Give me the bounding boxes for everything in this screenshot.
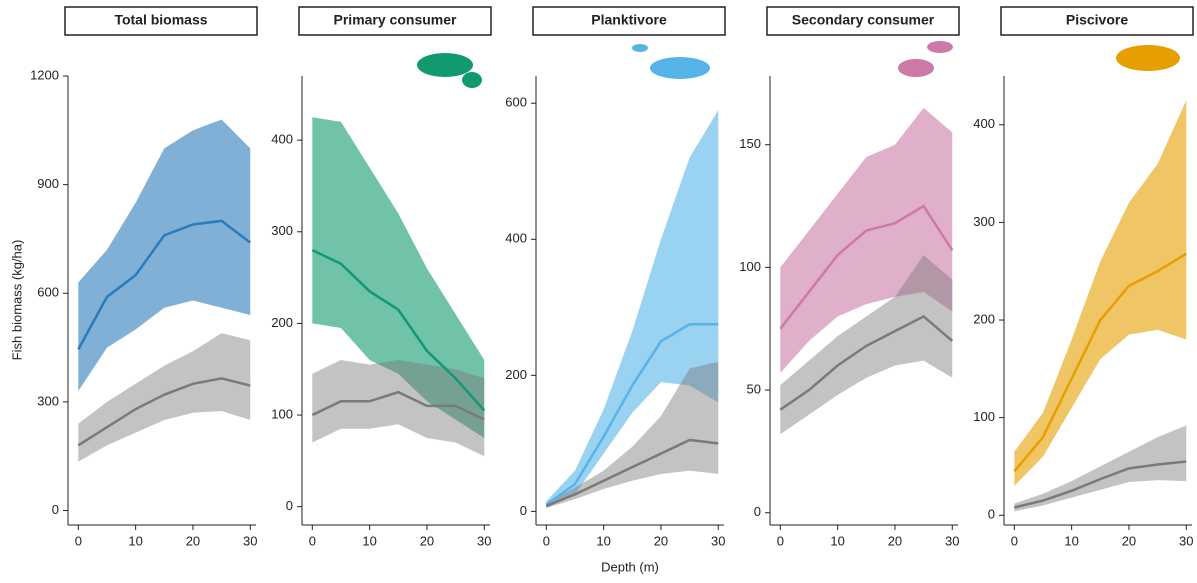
- y-tick-label: 400: [973, 116, 995, 131]
- x-tick-label: 20: [186, 533, 200, 548]
- y-tick-label: 300: [37, 393, 59, 408]
- trend-line: [311, 248, 486, 412]
- y-axis-label: Fish biomass (kg/ha): [9, 240, 24, 361]
- y-tick-label: 600: [37, 285, 59, 300]
- x-tick-label: 30: [477, 533, 491, 548]
- y-tick-label: 0: [52, 502, 59, 517]
- y-tick-label: 0: [988, 507, 995, 522]
- title-box: [298, 6, 492, 36]
- trend-line: [779, 204, 954, 330]
- trend-line: [311, 390, 485, 421]
- y-tick-label: 0: [520, 503, 527, 518]
- confidence-band: [78, 333, 251, 462]
- x-tick-label: 0: [1011, 533, 1018, 548]
- title-box: [766, 6, 960, 36]
- x-tick-label: 30: [243, 533, 257, 548]
- confidence-band: [312, 360, 485, 457]
- confidence-band: [1014, 100, 1187, 486]
- panel-title: Primary consumer: [334, 12, 457, 28]
- confidence-band: [546, 110, 719, 508]
- y-tick-label: 400: [505, 231, 527, 246]
- x-tick-label: 0: [777, 533, 784, 548]
- y-tick-label: 400: [271, 132, 293, 147]
- confidence-band: [780, 107, 953, 373]
- x-tick-label: 0: [309, 533, 316, 548]
- x-tick-label: 10: [128, 533, 142, 548]
- y-tick-label: 200: [973, 311, 995, 326]
- y-tick-label: 100: [973, 409, 995, 424]
- fish-icon: [927, 41, 953, 53]
- y-tick-label: 0: [754, 504, 761, 519]
- y-tick-label: 0: [286, 498, 293, 513]
- y-tick-label: 100: [271, 406, 293, 421]
- y-tick-label: 300: [271, 223, 293, 238]
- title-box: [532, 6, 726, 36]
- fish-icons: [417, 41, 1180, 88]
- fish-icon: [898, 59, 934, 77]
- x-axis-label: Depth (m): [601, 559, 659, 574]
- fish-icon: [632, 44, 648, 52]
- trend-line: [1013, 252, 1187, 473]
- y-tick-label: 50: [747, 381, 761, 396]
- confidence-band: [1014, 425, 1187, 512]
- trend-line: [77, 219, 252, 350]
- panel-title: Total biomass: [114, 12, 207, 28]
- panel: Piscivore 0 100 200 300 400 0 10 20 30: [973, 6, 1194, 548]
- fish-icon: [462, 72, 482, 88]
- x-tick-label: 30: [1179, 533, 1193, 548]
- panel: Planktivore 0 200 400 600 0 10 20 30 Depth (m): [505, 6, 726, 574]
- confidence-band: [78, 119, 251, 392]
- panel: Secondary consumer 0 50 100 150 0 10 20 30: [739, 6, 960, 548]
- y-tick-label: 300: [973, 214, 995, 229]
- trend-line: [545, 438, 719, 508]
- confidence-band: [312, 117, 485, 438]
- confidence-band: [546, 361, 719, 508]
- y-tick-label: 600: [505, 95, 527, 110]
- x-tick-label: 30: [945, 533, 959, 548]
- trend-line: [779, 314, 954, 411]
- y-tick-label: 100: [739, 259, 761, 274]
- x-tick-label: 10: [596, 533, 610, 548]
- trend-line: [1014, 460, 1187, 509]
- panel: Primary consumer 0 100 200 300 400 0 10 20 30: [271, 6, 492, 548]
- x-tick-label: 10: [1064, 533, 1078, 548]
- trend-line: [77, 377, 251, 447]
- trend-line: [545, 323, 719, 506]
- y-tick-label: 200: [505, 367, 527, 382]
- fish-icon: [650, 57, 710, 79]
- title-box: [64, 6, 258, 36]
- x-tick-label: 10: [830, 533, 844, 548]
- x-tick-label: 30: [711, 533, 725, 548]
- fish-icon: [417, 53, 473, 77]
- y-tick-label: 900: [37, 176, 59, 191]
- fish-icon: [1116, 45, 1180, 71]
- panel: Total biomass 0 300 600 900 1200 0 10 20 30 Fish b…: [9, 6, 258, 548]
- panel-title: Piscivore: [1066, 12, 1128, 28]
- x-tick-label: 10: [362, 533, 376, 548]
- panel-title: Secondary consumer: [792, 12, 935, 28]
- x-tick-label: 0: [75, 533, 82, 548]
- y-tick-label: 1200: [30, 67, 59, 82]
- x-tick-label: 20: [654, 533, 668, 548]
- x-tick-label: 20: [420, 533, 434, 548]
- y-tick-label: 200: [271, 315, 293, 330]
- x-tick-label: 20: [1122, 533, 1136, 548]
- y-tick-label: 150: [739, 136, 761, 151]
- x-tick-label: 0: [543, 533, 550, 548]
- title-box: [1000, 6, 1194, 36]
- x-tick-label: 20: [888, 533, 902, 548]
- panel-title: Planktivore: [591, 12, 667, 28]
